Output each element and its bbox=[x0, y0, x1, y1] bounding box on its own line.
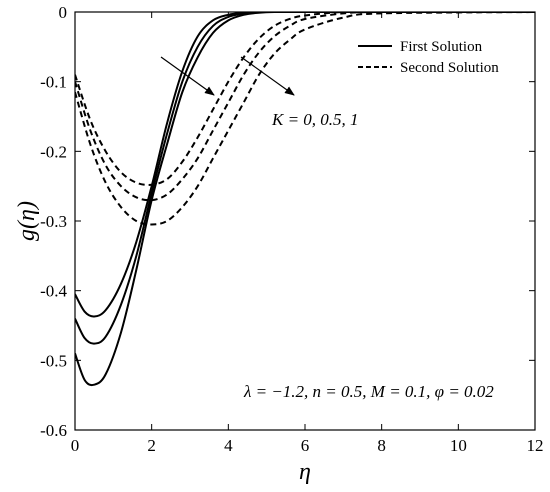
x-tick-label: 6 bbox=[301, 436, 310, 455]
first-solution-line-k-1 bbox=[75, 12, 535, 387]
y-tick-label: 0 bbox=[59, 3, 68, 22]
y-axis-label: g(η) bbox=[14, 201, 40, 241]
x-tick-label: 2 bbox=[147, 436, 156, 455]
param-annotation: K = 0, 0.5, 1 bbox=[271, 110, 359, 129]
arrow-second-solution-trend bbox=[240, 56, 295, 96]
conditions-annotation: λ = −1.2, n = 0.5, M = 0.1, φ = 0.02 bbox=[243, 382, 494, 401]
arrow-first-solution-trend bbox=[160, 56, 215, 96]
series-layer bbox=[75, 12, 535, 387]
first-solution-line-k-0-5 bbox=[75, 12, 535, 345]
y-tick-label: -0.6 bbox=[40, 421, 67, 440]
y-tick-label: -0.4 bbox=[40, 282, 67, 301]
x-tick-label: 8 bbox=[377, 436, 386, 455]
legend-first-solution: First Solution bbox=[400, 39, 483, 55]
x-tick-label: 0 bbox=[71, 436, 80, 455]
x-tick-label: 4 bbox=[224, 436, 233, 455]
first-solution-line-k-0 bbox=[75, 12, 535, 318]
second-solution-line-k-0 bbox=[75, 12, 535, 186]
ticks-layer: 0 2 4 6 8 10 12 0 -0.1 -0.2 -0.3 -0.4 -0.5 -0.6 bbox=[40, 3, 543, 455]
y-tick-label: -0.1 bbox=[40, 73, 67, 92]
legend-second-solution: Second Solution bbox=[400, 60, 499, 76]
second-solution-line-k-1 bbox=[75, 12, 535, 226]
y-tick-label: -0.5 bbox=[40, 351, 67, 370]
y-tick-label: -0.2 bbox=[40, 142, 67, 161]
second-solution-line-k-0-5 bbox=[75, 12, 535, 202]
legend: First Solution Second Solution bbox=[358, 39, 499, 76]
y-tick-label: -0.3 bbox=[40, 212, 67, 231]
x-axis-label: η bbox=[299, 459, 311, 485]
x-tick-label: 12 bbox=[527, 436, 544, 455]
x-tick-label: 10 bbox=[450, 436, 467, 455]
